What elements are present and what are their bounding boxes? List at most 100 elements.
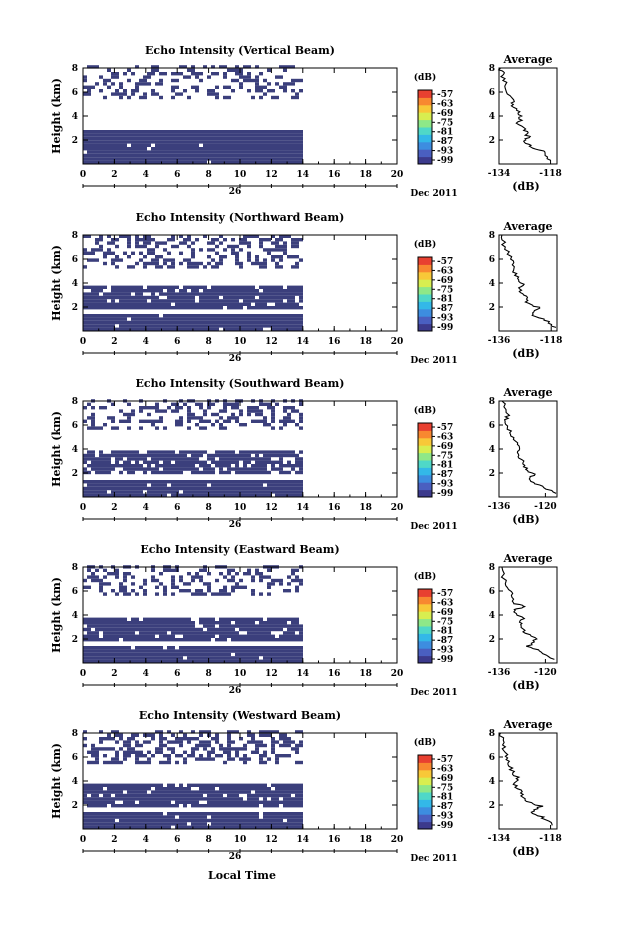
echo-cell xyxy=(91,467,95,471)
echo-cell xyxy=(223,652,227,657)
x-tick-label: 0 xyxy=(80,503,86,513)
echo-cell xyxy=(263,92,267,96)
echo-cell xyxy=(239,585,243,589)
echo-cell xyxy=(283,812,287,816)
echo-cell xyxy=(271,624,275,628)
echo-cell xyxy=(271,627,275,632)
echo-cell xyxy=(139,327,143,331)
x-tick-label: 12 xyxy=(265,669,278,679)
echo-cell xyxy=(127,592,131,596)
average-y-tick-label: 6 xyxy=(489,88,495,98)
x-tick-label: 6 xyxy=(174,669,180,679)
echo-cell xyxy=(219,659,223,663)
echo-cell xyxy=(151,646,155,650)
echo-cell xyxy=(215,285,219,289)
echo-cell xyxy=(175,314,179,318)
echo-cell xyxy=(203,740,207,744)
echo-cell xyxy=(187,649,191,653)
echo-cell xyxy=(227,793,231,798)
echo-cell xyxy=(191,804,195,808)
echo-cell xyxy=(295,306,299,310)
echo-cell xyxy=(107,486,111,491)
echo-cell xyxy=(255,157,259,161)
echo-cell xyxy=(119,589,123,593)
x-tick-label: 20 xyxy=(391,170,404,180)
echo-cell xyxy=(187,621,191,625)
echo-cell xyxy=(143,327,147,331)
echo-cell xyxy=(231,453,235,458)
echo-cell xyxy=(259,790,263,794)
echo-cell xyxy=(215,631,219,635)
echo-cell xyxy=(131,750,135,754)
echo-cell xyxy=(243,238,247,242)
colorbar-tick-label: -63 xyxy=(437,432,453,442)
panel-title: Echo Intensity (Northward Beam) xyxy=(136,211,345,224)
echo-cell xyxy=(115,490,119,494)
echo-cell xyxy=(299,634,303,638)
echo-cell xyxy=(279,133,283,137)
echo-cell xyxy=(275,450,279,454)
echo-cell xyxy=(231,627,235,632)
echo-cell xyxy=(143,822,147,826)
echo-cell xyxy=(263,419,267,423)
echo-cell xyxy=(203,797,207,801)
echo-cell xyxy=(251,470,255,475)
echo-cell xyxy=(179,790,183,794)
echo-cell xyxy=(135,314,139,318)
echo-cell xyxy=(199,754,203,758)
echo-cell xyxy=(175,285,179,289)
echo-cell xyxy=(187,265,191,269)
echo-cell xyxy=(267,460,271,464)
echo-cell xyxy=(147,631,151,635)
echo-cell xyxy=(131,147,135,151)
echo-cell xyxy=(127,483,131,487)
echo-cell xyxy=(275,460,279,464)
echo-cell xyxy=(171,480,175,484)
echo-cell xyxy=(195,649,199,653)
echo-cell xyxy=(279,299,283,303)
echo-cell xyxy=(147,656,151,660)
echo-cell xyxy=(139,295,143,300)
echo-cell xyxy=(115,153,119,158)
echo-cell xyxy=(287,324,291,328)
echo-cell xyxy=(103,140,107,144)
echo-cell xyxy=(271,314,275,318)
echo-cell xyxy=(203,412,207,417)
echo-cell xyxy=(195,486,199,491)
echo-cell xyxy=(191,457,195,461)
echo-cell xyxy=(255,457,259,461)
echo-cell xyxy=(91,631,95,635)
echo-cell xyxy=(243,327,247,331)
echo-cell xyxy=(139,289,143,293)
echo-cell xyxy=(199,306,203,310)
echo-cell xyxy=(243,790,247,794)
echo-cell xyxy=(119,822,123,826)
echo-cell xyxy=(291,241,295,245)
x-tick-label: 10 xyxy=(234,669,247,679)
echo-cell xyxy=(199,621,203,625)
echo-cell xyxy=(259,147,263,151)
echo-cell xyxy=(131,265,135,269)
echo-cell xyxy=(231,631,235,635)
echo-cell xyxy=(251,825,255,829)
echo-cell xyxy=(259,825,263,829)
echo-cell xyxy=(259,140,263,144)
echo-cell xyxy=(251,136,255,141)
echo-cell xyxy=(255,302,259,306)
echo-cell xyxy=(211,787,215,791)
echo-cell xyxy=(123,754,127,758)
echo-cell xyxy=(295,92,299,96)
echo-cell xyxy=(115,306,119,310)
echo-cell xyxy=(271,295,275,300)
echo-cell xyxy=(111,783,115,787)
echo-cell xyxy=(127,130,131,134)
echo-cell xyxy=(283,450,287,454)
echo-cell xyxy=(203,295,207,300)
echo-cell xyxy=(83,460,87,464)
echo-cell xyxy=(299,419,303,423)
echo-cell xyxy=(243,150,247,154)
echo-cell xyxy=(115,757,119,761)
echo-cell xyxy=(183,136,187,141)
echo-cell xyxy=(223,453,227,458)
echo-cell xyxy=(243,302,247,306)
